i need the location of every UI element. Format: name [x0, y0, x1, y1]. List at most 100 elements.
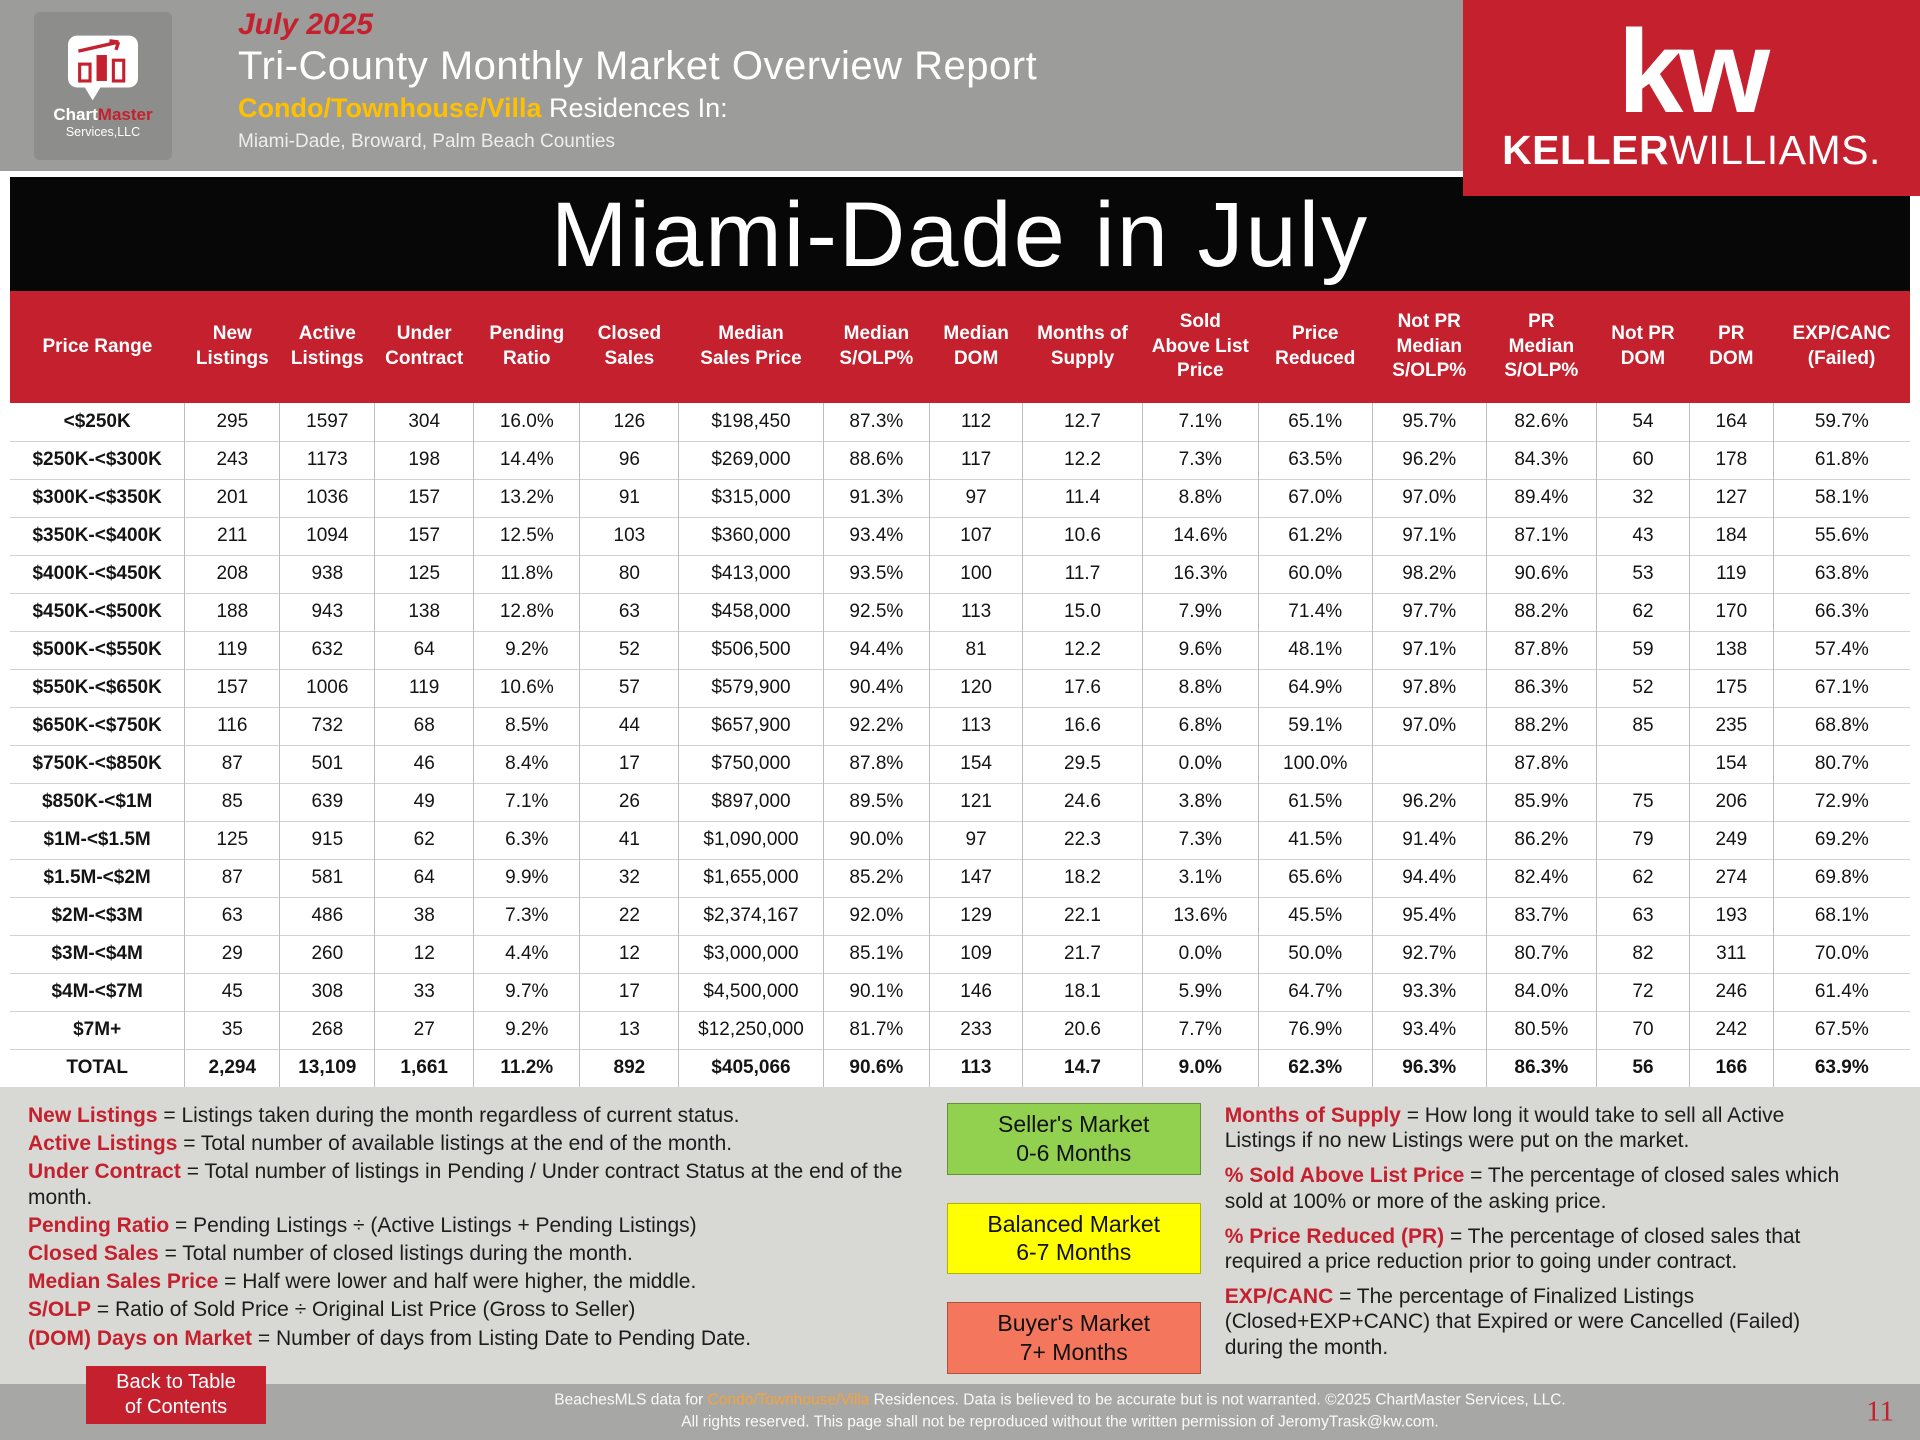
value-cell: 86.3%	[1485, 1048, 1597, 1087]
value-cell: 57.4%	[1772, 630, 1910, 669]
value-cell: 64	[374, 858, 474, 897]
value-cell: 14.7	[1022, 1048, 1143, 1087]
value-cell: 65.6%	[1257, 858, 1373, 897]
right-definition: % Sold Above List Price = The percentage…	[1225, 1163, 1845, 1213]
value-cell: 97.7%	[1371, 592, 1487, 631]
table-row: $750K-<$850K 87 501 46 8.4% 17 $750,000 87.8% 15…	[10, 744, 1910, 783]
value-cell: $657,900	[678, 706, 824, 745]
disclaimer-highlight: Condo/Townhouse/Villa	[707, 1391, 870, 1409]
value-cell: 72.9%	[1772, 782, 1910, 821]
value-cell: 1173	[279, 440, 375, 479]
legend-label: Buyer's Market	[997, 1310, 1151, 1336]
left-definition: Median Sales Price = Half were lower and…	[28, 1269, 923, 1294]
value-cell: 59.1%	[1257, 706, 1373, 745]
value-cell: 80	[579, 554, 679, 593]
price-range-cell: $7M+	[10, 1010, 185, 1049]
price-range-cell: $400K-<$450K	[10, 554, 185, 593]
market-legend: Seller's Market 0-6 Months Balanced Market…	[946, 1103, 1201, 1374]
column-header: Not PR DOM	[1596, 291, 1690, 403]
value-cell: 201	[184, 478, 280, 517]
value-cell: 6.3%	[473, 820, 580, 859]
value-cell: 90.0%	[822, 820, 930, 859]
value-cell: 44	[579, 706, 679, 745]
value-cell: 13.6%	[1141, 896, 1259, 935]
value-cell: 61.5%	[1257, 782, 1373, 821]
definition-term: % Price Reduced (PR)	[1224, 1224, 1445, 1248]
definition-text: = Listings taken during the month regard…	[157, 1104, 740, 1127]
value-cell: 308	[279, 972, 375, 1011]
legend-label: 7+ Months	[1019, 1338, 1128, 1365]
definition-term: Median Sales Price	[28, 1270, 219, 1294]
value-cell: 27	[374, 1010, 474, 1049]
definition-text: = Half were lower and half were higher, …	[218, 1270, 697, 1294]
value-cell: 70	[1595, 1010, 1690, 1049]
value-cell: 62	[1595, 858, 1690, 897]
right-definition: EXP/CANC = The percentage of Finalized L…	[1225, 1284, 1845, 1360]
value-cell: 61.8%	[1772, 440, 1910, 479]
value-cell: 154	[929, 744, 1023, 783]
value-cell: 60	[1595, 440, 1690, 479]
value-cell: 9.9%	[473, 858, 580, 897]
value-cell: $1,090,000	[678, 820, 824, 859]
left-definition: Under Contract = Total number of listing…	[28, 1159, 923, 1209]
value-cell: 125	[184, 820, 280, 859]
value-cell: 16.3%	[1141, 554, 1259, 593]
value-cell: 113	[929, 592, 1023, 631]
value-cell: 109	[929, 934, 1023, 973]
value-cell: 268	[279, 1010, 375, 1049]
definition-text: = Pending Listings ÷ (Active Listings + …	[169, 1213, 697, 1237]
value-cell: 84.0%	[1485, 972, 1597, 1011]
value-cell: 1006	[279, 668, 375, 707]
value-cell: 32	[1595, 478, 1690, 517]
value-cell: 92.5%	[822, 592, 930, 631]
value-cell: $198,450	[678, 403, 824, 441]
value-cell: 129	[929, 896, 1023, 935]
value-cell: 97.1%	[1371, 516, 1487, 555]
market-board: Miami-Dade in July Price Range New Listin…	[10, 177, 1910, 1087]
disclaimer-line1: BeachesMLS data for Condo/Townhouse/Vill…	[300, 1389, 1820, 1411]
value-cell: 249	[1689, 820, 1774, 859]
page-title: Miami-Dade in July	[550, 184, 1370, 286]
value-cell: 193	[1689, 896, 1774, 935]
value-cell: 62	[1595, 592, 1690, 631]
table-row: $400K-<$450K 208 938 125 11.8% 80 $413,000 93.5…	[10, 554, 1910, 593]
back-to-toc-button[interactable]: Back to Table of Contents	[86, 1365, 266, 1424]
value-cell: 63.9%	[1772, 1048, 1910, 1087]
value-cell: 166	[1689, 1048, 1774, 1087]
value-cell: $506,500	[678, 630, 824, 669]
value-cell: 732	[279, 706, 375, 745]
value-cell: 85.1%	[822, 934, 930, 973]
value-cell: 9.0%	[1141, 1048, 1259, 1087]
value-cell: 138	[1689, 630, 1774, 669]
value-cell: 164	[1689, 403, 1774, 441]
value-cell: 235	[1689, 706, 1774, 745]
value-cell: 119	[374, 668, 474, 707]
left-definition: (DOM) Days on Market = Number of days fr…	[28, 1326, 923, 1351]
value-cell: 64	[374, 630, 474, 669]
value-cell: 61.2%	[1257, 516, 1373, 555]
table-row: $3M-<$4M 29 260 12 4.4% 12 $3,000,000 85.1% 109 2…	[10, 934, 1910, 973]
value-cell: 157	[374, 478, 474, 517]
value-cell: 90.6%	[1485, 554, 1597, 593]
value-cell: 10.6%	[473, 668, 580, 707]
column-header: PR Median S/OLP%	[1486, 291, 1597, 403]
value-cell: 938	[279, 554, 375, 593]
price-range-cell: $850K-<$1M	[10, 782, 185, 821]
legend-label: 0-6 Months	[1016, 1139, 1132, 1166]
value-cell: 639	[279, 782, 375, 821]
value-cell: $750,000	[678, 744, 824, 783]
value-cell: 76.9%	[1257, 1010, 1373, 1049]
value-cell: 85	[184, 782, 280, 821]
price-range-cell: $350K-<$400K	[10, 516, 185, 555]
value-cell: 295	[184, 403, 280, 441]
brand-chart: Chart	[53, 105, 98, 125]
legend-label: Seller's Market	[998, 1111, 1150, 1137]
value-cell: 1,661	[374, 1048, 474, 1087]
definition-term: % Sold Above List Price	[1224, 1164, 1465, 1188]
value-cell: 184	[1689, 516, 1774, 555]
value-cell: 17.6	[1022, 668, 1143, 707]
disclaimer: BeachesMLS data for Condo/Townhouse/Vill…	[300, 1389, 1820, 1434]
table-row: $500K-<$550K 119 632 64 9.2% 52 $506,500 94.4% 8…	[10, 630, 1910, 669]
value-cell: 12.7	[1022, 403, 1143, 441]
value-cell: 90.4%	[822, 668, 930, 707]
